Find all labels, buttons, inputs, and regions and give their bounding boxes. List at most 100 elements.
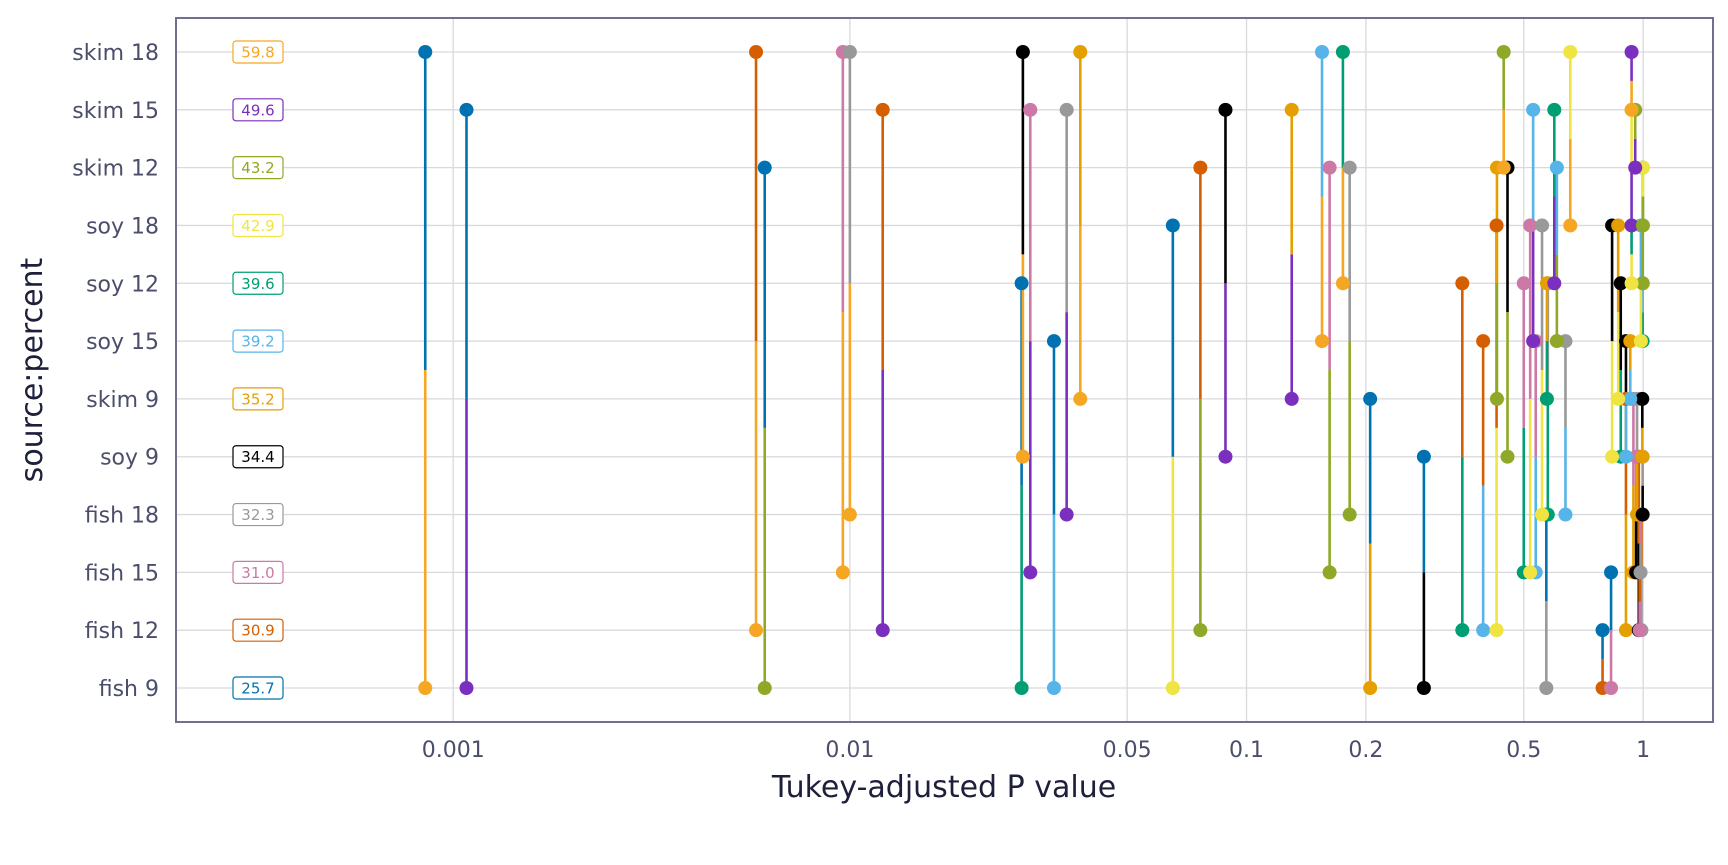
comparison-point [1014, 681, 1029, 695]
comparison-point [1165, 681, 1180, 695]
x-tick-label: 0.001 [422, 738, 485, 763]
comparison-point [1613, 276, 1628, 291]
x-tick-labels: 0.001 0.01 0.05 0.1 0.2 0.5 1 [422, 738, 1650, 763]
comparison-point [1363, 681, 1378, 695]
comparison-point [1073, 391, 1088, 406]
y-tick-label: soy 12 [86, 272, 159, 297]
mean-badge: 32.3 [232, 502, 284, 527]
comparison-point [757, 681, 772, 695]
comparison-point [835, 565, 850, 580]
comparison-point [1535, 507, 1550, 522]
comparison-point [1632, 623, 1647, 638]
mean-badge-box [232, 502, 284, 527]
comparison-point [1046, 334, 1061, 349]
comparison-point [1604, 565, 1619, 580]
comparison-point [1416, 681, 1431, 695]
mean-badge-label: 43.2 [241, 159, 274, 177]
mean-badge-label: 49.6 [241, 101, 274, 119]
comparison-point [1059, 102, 1074, 117]
mean-badge-label: 39.2 [241, 333, 274, 351]
mean-badge: 31.0 [232, 560, 284, 584]
comparison-points [418, 45, 1650, 695]
y-tick-label: soy 18 [86, 214, 159, 239]
comparison-point [1526, 102, 1541, 117]
comparison-point [1489, 391, 1504, 406]
x-tick-label: 0.1 [1229, 738, 1264, 763]
comparison-point [1523, 565, 1538, 580]
comparison-point [749, 623, 764, 638]
comparison-point [1595, 623, 1610, 638]
mean-badge-label: 32.3 [241, 506, 274, 524]
mean-badge-box [232, 560, 284, 584]
y-tick-label: fish 9 [99, 677, 159, 702]
comparison-point [1218, 102, 1233, 117]
comparison-point [1023, 102, 1038, 117]
comparison-point [459, 681, 474, 695]
comparison-point [1549, 334, 1564, 349]
comparison-point [1633, 565, 1648, 580]
comparison-point [1624, 102, 1639, 117]
mean-badge-label: 31.0 [241, 564, 274, 582]
mean-badge-box [232, 329, 284, 353]
comparison-point [1342, 507, 1357, 522]
comparison-point [1455, 623, 1470, 638]
mean-badge: 39.6 [232, 271, 284, 295]
comparison-point [1563, 218, 1578, 233]
comparison-point [1335, 276, 1350, 291]
comparison-point [1193, 160, 1208, 175]
y-tick-label: soy 15 [86, 330, 159, 355]
comparison-point [418, 45, 433, 59]
comparison-point [1604, 681, 1619, 695]
comparison-point [1526, 334, 1541, 349]
y-tick-label: skim 9 [86, 388, 159, 413]
comparison-point [1284, 391, 1299, 406]
comparison-point [1624, 218, 1639, 233]
comparison-point [1558, 507, 1573, 522]
comparison-point [1476, 334, 1491, 349]
comparison-point [1489, 218, 1504, 233]
mean-badge-label: 59.8 [241, 44, 274, 62]
comparison-point [1635, 391, 1650, 406]
mean-badge-box [232, 156, 284, 180]
mean-badge-label: 30.9 [241, 622, 274, 640]
y-tick-label: fish 15 [85, 561, 159, 586]
x-tick-label: 0.01 [825, 738, 874, 763]
mean-badge: 25.7 [232, 676, 284, 700]
mean-badge: 34.4 [232, 445, 284, 469]
comparison-point [757, 160, 772, 175]
comparison-point [1014, 276, 1029, 291]
comparison-point [1605, 449, 1620, 464]
comparison-point [1633, 334, 1648, 349]
comparison-point [1539, 391, 1554, 406]
comparison-point [1015, 449, 1030, 464]
x-tick-label: 0.2 [1348, 738, 1383, 763]
comparison-point [1618, 623, 1633, 638]
comparison-point [749, 45, 764, 59]
mean-badges: 25.7 30.9 31.0 32.3 34.4 35.2 39.2 39.6 42.9 43.2… [232, 40, 284, 700]
comparison-point [1635, 276, 1650, 291]
comparison-point [1496, 45, 1511, 59]
comparison-point [1322, 160, 1337, 175]
mean-badge-box [232, 40, 284, 64]
comparison-point [1455, 276, 1470, 291]
comparison-point [1635, 449, 1650, 464]
comparison-point [1539, 681, 1554, 695]
comparison-point [1516, 276, 1531, 291]
mean-badge: 30.9 [232, 618, 284, 642]
comparison-segments [423, 52, 1645, 688]
mean-badge: 35.2 [232, 387, 284, 411]
mean-badge-label: 39.6 [241, 275, 274, 293]
mean-badge-box [232, 271, 284, 295]
comparison-point [1624, 45, 1639, 59]
comparison-point [1193, 623, 1208, 638]
mean-badge-box [232, 213, 284, 238]
plot-panel-border [175, 17, 1714, 723]
comparison-point [1023, 565, 1038, 580]
y-tick-label: skim 12 [72, 157, 159, 182]
y-tick-label: skim 15 [72, 99, 159, 124]
mean-badge-label: 25.7 [241, 680, 274, 698]
x-tick-label: 0.05 [1103, 738, 1152, 763]
mean-badge-label: 42.9 [241, 217, 274, 235]
y-tick-label: soy 9 [100, 446, 159, 471]
